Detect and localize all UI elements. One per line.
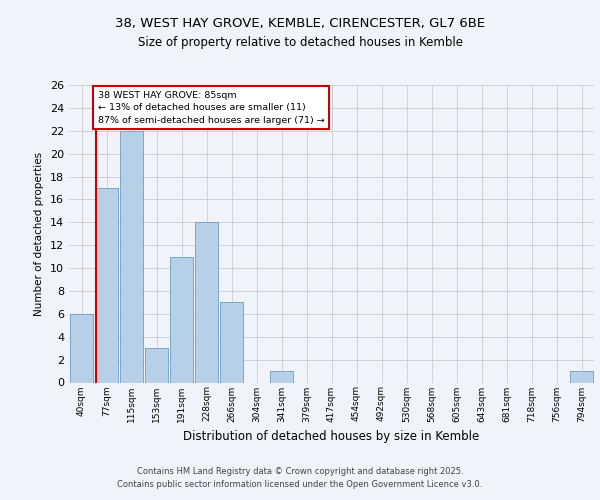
Bar	[170, 256, 193, 382]
Text: Contains HM Land Registry data © Crown copyright and database right 2025.: Contains HM Land Registry data © Crown c…	[137, 467, 463, 476]
Text: 38, WEST HAY GROVE, KEMBLE, CIRENCESTER, GL7 6BE: 38, WEST HAY GROVE, KEMBLE, CIRENCESTER,…	[115, 18, 485, 30]
Y-axis label: Number of detached properties: Number of detached properties	[34, 152, 44, 316]
X-axis label: Distribution of detached houses by size in Kemble: Distribution of detached houses by size …	[184, 430, 479, 443]
Bar	[220, 302, 243, 382]
Bar	[145, 348, 168, 382]
Bar	[70, 314, 93, 382]
Bar	[570, 371, 593, 382]
Bar	[95, 188, 118, 382]
Text: Size of property relative to detached houses in Kemble: Size of property relative to detached ho…	[137, 36, 463, 49]
Bar	[195, 222, 218, 382]
Text: 38 WEST HAY GROVE: 85sqm
← 13% of detached houses are smaller (11)
87% of semi-d: 38 WEST HAY GROVE: 85sqm ← 13% of detach…	[98, 90, 325, 124]
Bar	[120, 131, 143, 382]
Bar	[270, 371, 293, 382]
Text: Contains public sector information licensed under the Open Government Licence v3: Contains public sector information licen…	[118, 480, 482, 489]
